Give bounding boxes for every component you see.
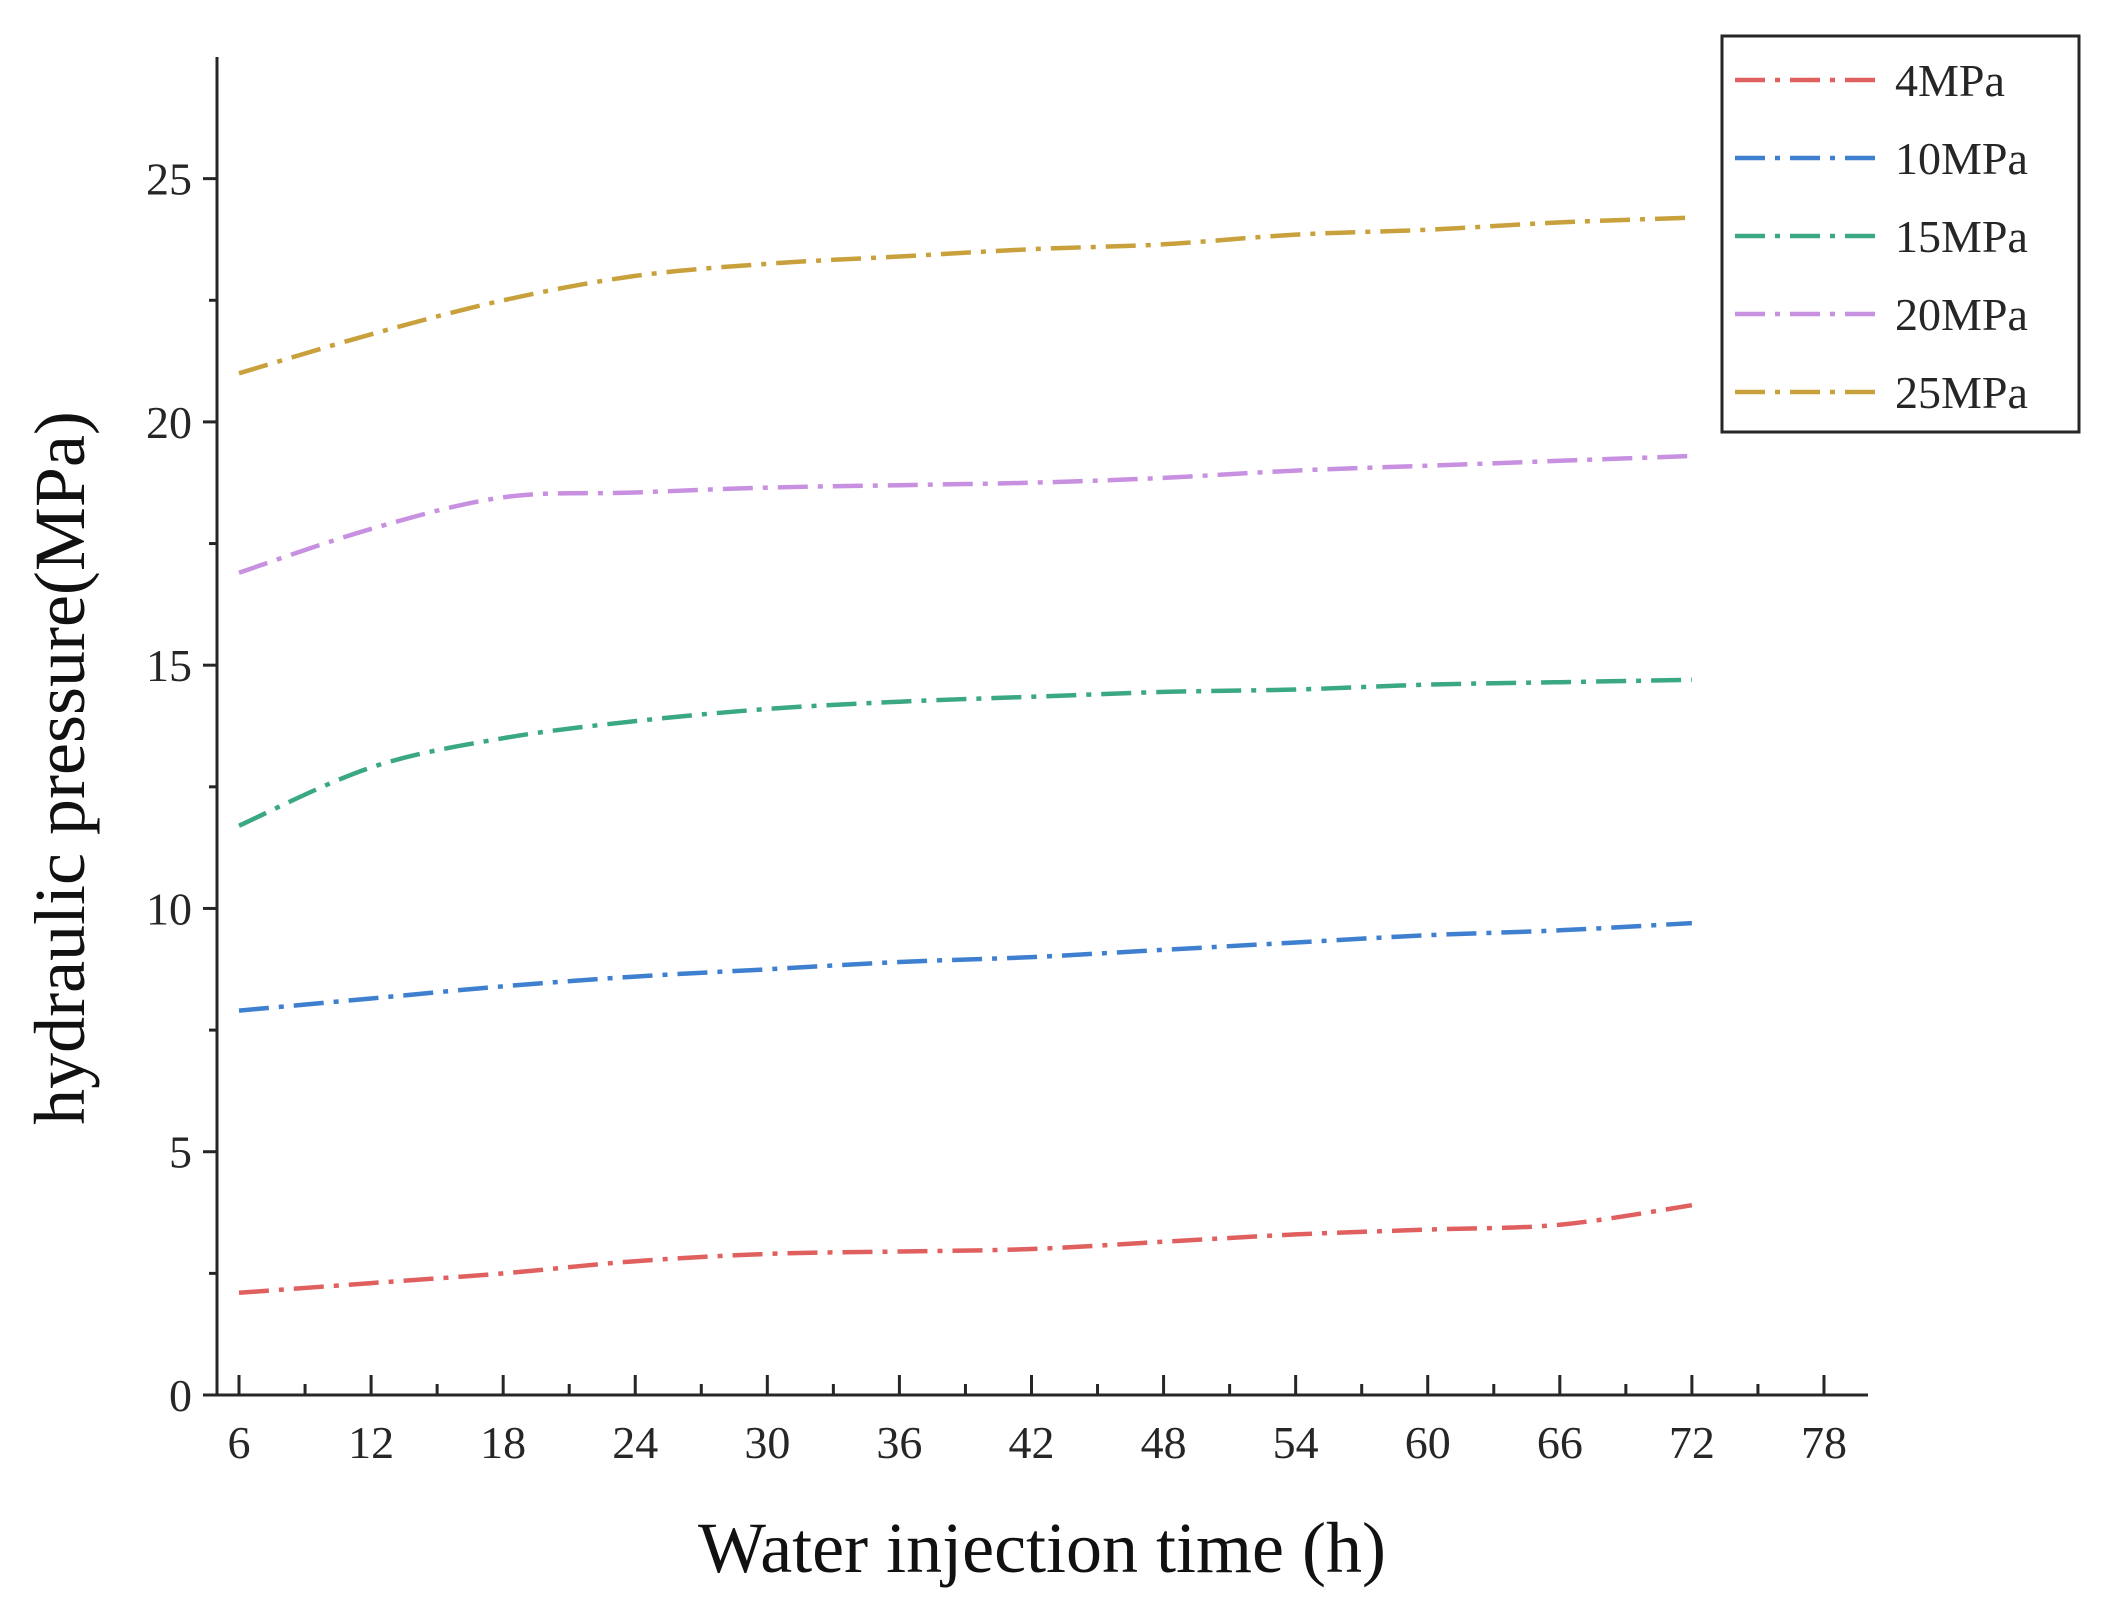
series-line-10MPa <box>238 920 1693 1013</box>
y-tick-label: 0 <box>169 1370 192 1421</box>
series-group <box>238 215 1693 1296</box>
x-tick-label: 12 <box>348 1417 394 1468</box>
x-tick-label: 48 <box>1141 1417 1187 1468</box>
y-tick-label: 15 <box>146 640 192 691</box>
x-tick-label: 6 <box>228 1417 251 1468</box>
legend-label-25MPa: 25MPa <box>1895 367 2028 418</box>
x-tick-label: 66 <box>1537 1417 1583 1468</box>
legend-label-15MPa: 15MPa <box>1895 211 2028 262</box>
x-tick-label: 60 <box>1405 1417 1451 1468</box>
legend-box <box>1720 34 2081 434</box>
y-ticks: 0 5 10 15 20 25 <box>146 154 217 1421</box>
y-axis-title: hydraulic pressure(MPa) <box>20 411 100 1125</box>
legend-label-4MPa: 4MPa <box>1895 55 2005 106</box>
legend-label-20MPa: 20MPa <box>1895 289 2028 340</box>
axes <box>215 57 1868 1397</box>
series-line-15MPa <box>238 677 1692 828</box>
series-line-20MPa <box>238 453 1692 575</box>
x-tick-label: 30 <box>744 1417 790 1468</box>
y-tick-label: 10 <box>146 883 192 934</box>
legend-label-10MPa: 10MPa <box>1895 133 2028 184</box>
series-line-25MPa <box>238 215 1692 376</box>
x-tick-label: 36 <box>876 1417 922 1468</box>
x-axis-title: Water injection time (h) <box>698 1508 1386 1588</box>
x-tick-label: 42 <box>1008 1417 1054 1468</box>
x-tick-label: 18 <box>480 1417 526 1468</box>
x-ticks: 6 12 18 24 30 36 42 48 54 60 66 72 78 <box>228 1375 1847 1468</box>
y-tick-label: 20 <box>146 397 192 448</box>
x-tick-label: 54 <box>1273 1417 1319 1468</box>
x-tick-label: 72 <box>1669 1417 1715 1468</box>
y-tick-label: 5 <box>169 1127 192 1178</box>
legend: 4MPa 10MPa 15MPa 20MPa 25MPa <box>1720 34 2081 434</box>
x-tick-label: 24 <box>612 1417 658 1468</box>
x-tick-label: 78 <box>1801 1417 1847 1468</box>
series-line-4MPa <box>238 1202 1693 1296</box>
y-tick-label: 25 <box>146 154 192 205</box>
